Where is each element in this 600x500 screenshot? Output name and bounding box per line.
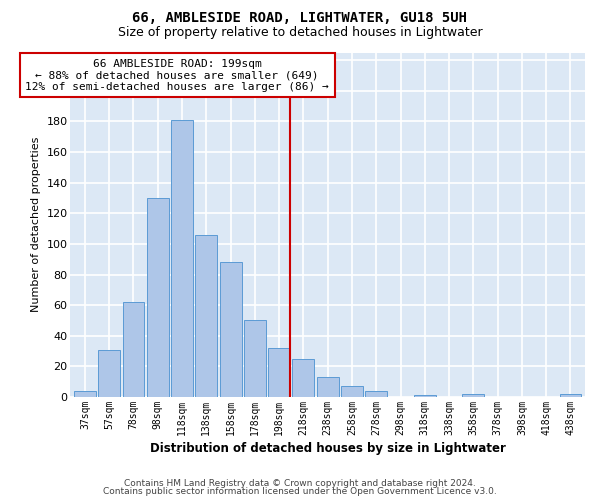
Bar xyxy=(244,320,266,397)
Bar xyxy=(147,198,169,397)
Text: Contains HM Land Registry data © Crown copyright and database right 2024.: Contains HM Land Registry data © Crown c… xyxy=(124,478,476,488)
Bar xyxy=(292,358,314,397)
Text: Contains public sector information licensed under the Open Government Licence v3: Contains public sector information licen… xyxy=(103,487,497,496)
Bar xyxy=(122,302,145,397)
Bar xyxy=(268,348,290,397)
Text: Size of property relative to detached houses in Lightwater: Size of property relative to detached ho… xyxy=(118,26,482,39)
Bar xyxy=(341,386,363,397)
Bar xyxy=(196,234,217,397)
Bar xyxy=(463,394,484,397)
Bar xyxy=(74,391,96,397)
Bar xyxy=(220,262,242,397)
Bar xyxy=(560,394,581,397)
Text: 66 AMBLESIDE ROAD: 199sqm
← 88% of detached houses are smaller (649)
12% of semi: 66 AMBLESIDE ROAD: 199sqm ← 88% of detac… xyxy=(25,58,329,92)
Bar xyxy=(414,396,436,397)
Bar xyxy=(171,120,193,397)
Bar xyxy=(365,391,387,397)
Bar xyxy=(98,350,120,397)
Y-axis label: Number of detached properties: Number of detached properties xyxy=(31,137,41,312)
X-axis label: Distribution of detached houses by size in Lightwater: Distribution of detached houses by size … xyxy=(150,442,506,455)
Text: 66, AMBLESIDE ROAD, LIGHTWATER, GU18 5UH: 66, AMBLESIDE ROAD, LIGHTWATER, GU18 5UH xyxy=(133,11,467,25)
Bar xyxy=(317,377,338,397)
